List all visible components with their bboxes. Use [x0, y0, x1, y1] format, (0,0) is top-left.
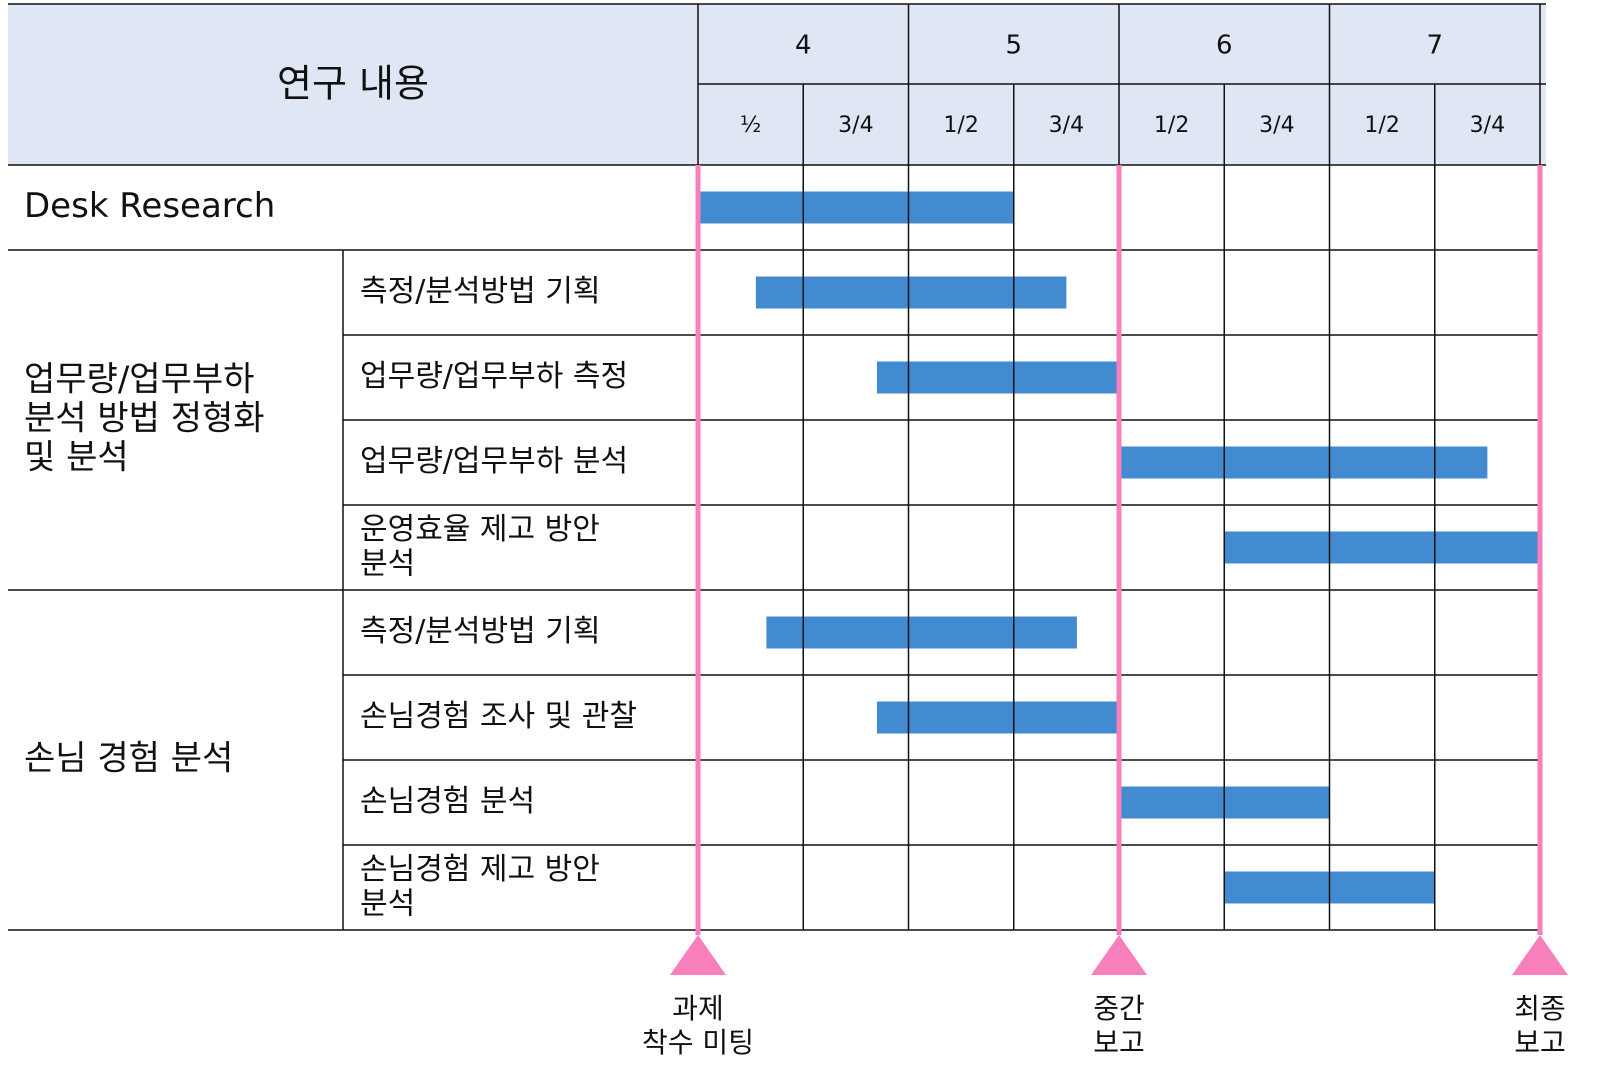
- task-bar: [766, 616, 1077, 649]
- half-label: 1/2: [1364, 113, 1399, 138]
- label-line: Desk Research: [24, 186, 275, 226]
- label-line: 업무량/업무부하 측정: [360, 359, 628, 394]
- task-bar: [755, 276, 1067, 309]
- label-line: 운영효율 제고 방안: [360, 512, 600, 547]
- half-label: 3/4: [1470, 113, 1505, 138]
- month-label: 7: [1426, 31, 1443, 61]
- half-label: 3/4: [838, 113, 873, 138]
- label-line: 업무량/업무부하 분석: [360, 444, 628, 479]
- label-line: 분석 방법 정형화: [24, 399, 265, 439]
- milestone-marker: [1091, 935, 1147, 975]
- label-line: 손님경험 제고 방안: [360, 852, 600, 887]
- half-label: 1/2: [943, 113, 978, 138]
- label-line: 측정/분석방법 기획: [360, 274, 600, 309]
- label-line: 측정/분석방법 기획: [360, 614, 600, 649]
- half-label: 3/4: [1049, 113, 1084, 138]
- month-label: 5: [1005, 31, 1022, 61]
- label-line: 분석: [360, 546, 415, 581]
- task-bar: [1119, 446, 1488, 479]
- label-line: 분석: [360, 886, 415, 921]
- milestone-label: 보고: [1093, 1026, 1145, 1059]
- task-bar: [1224, 531, 1540, 564]
- label-line: 손님 경험 분석: [24, 739, 233, 779]
- month-label: 4: [795, 31, 812, 61]
- label-line: 손님경험 조사 및 관찰: [360, 699, 637, 734]
- milestone-label: 보고: [1514, 1026, 1566, 1059]
- half-label: ½: [740, 113, 761, 138]
- header-title: 연구 내용: [277, 62, 429, 106]
- label-line: 및 분석: [24, 438, 129, 478]
- milestone-label: 중간: [1093, 992, 1145, 1025]
- label-line: 업무량/업무부하: [24, 359, 254, 399]
- task-bar: [698, 191, 1014, 224]
- label-line: 손님경험 분석: [360, 784, 535, 819]
- half-label: 1/2: [1154, 113, 1189, 138]
- task-bar: [876, 361, 1119, 394]
- milestone-marker: [670, 935, 726, 975]
- month-label: 6: [1216, 31, 1233, 61]
- milestone-marker: [1512, 935, 1568, 975]
- milestone-label: 최종: [1514, 992, 1566, 1025]
- half-label: 3/4: [1259, 113, 1294, 138]
- milestone-label: 과제: [672, 992, 724, 1025]
- milestone-label: 착수 미팅: [642, 1026, 754, 1059]
- task-bar: [876, 701, 1119, 734]
